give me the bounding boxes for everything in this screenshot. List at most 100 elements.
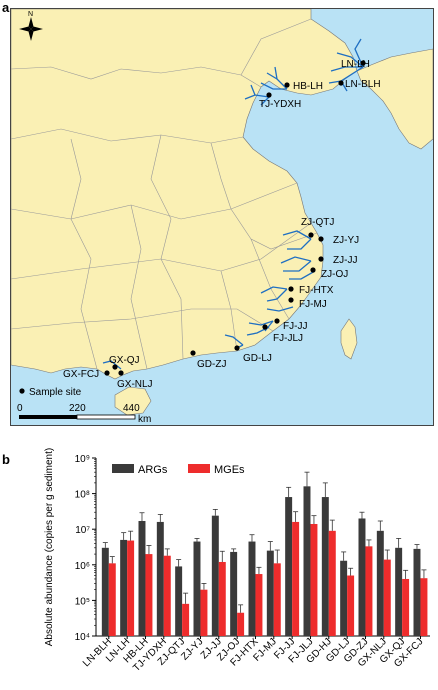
bar-args-tj-ydxh [156, 521, 164, 636]
site-dot-fj-jlj [262, 324, 268, 330]
bar-mges-ln-lh [127, 540, 135, 636]
legend-label: Sample site [29, 387, 82, 398]
site-label-ln-lh: LN-LH [341, 59, 370, 70]
site-label-zj-yj: ZJ-YJ [333, 235, 359, 246]
site-dot-hb-lh [284, 82, 290, 88]
y-tick-label: 10⁹ [75, 454, 90, 465]
legend-dot [19, 388, 25, 394]
bar-args-gd-hj [321, 497, 329, 636]
y-tick-label: 10⁷ [75, 525, 90, 536]
bar-mges-ln-blh [108, 563, 116, 636]
map-svg: LN-LH LN-BLH HB-LH TJ-YDXH ZJ-QTJ ZJ-YJ ZJ-JJ Z… [11, 9, 433, 425]
bar-args-gd-zj [358, 518, 366, 636]
site-label-tj-ydxh: TJ-YDXH [259, 99, 301, 110]
site-label-gx-fcj: GX-FCJ [63, 369, 99, 380]
y-tick-label: 10⁸ [75, 490, 90, 501]
bar-args-gx-qj [395, 547, 403, 636]
bar-mges-gx-fcj [420, 578, 428, 636]
site-label-ln-blh: LN-BLH [345, 79, 381, 90]
bar-mges-hb-lh [145, 554, 153, 636]
bar-args-fj-jj [285, 497, 293, 636]
bar-args-zj-oj [230, 551, 238, 636]
site-label-fj-htx: FJ-HTX [299, 285, 334, 296]
site-label-gd-zj: GD-ZJ [197, 359, 226, 370]
taiwan [340, 318, 358, 360]
site-dot-ln-blh [338, 80, 344, 86]
y-tick-label: 10⁵ [75, 596, 90, 607]
site-label-gx-nlj: GX-NLJ [117, 379, 153, 390]
bar-mges-gx-nlj [383, 559, 391, 636]
bar-args-zj-yj [193, 541, 201, 636]
scale-bar: 0 220 440 km [17, 403, 151, 425]
hainan [114, 386, 152, 416]
site-dot-fj-jj [274, 318, 280, 324]
site-dot-zj-oj [310, 267, 316, 273]
bar-mges-gd-lj [347, 575, 355, 636]
site-dot-gx-nlj [118, 370, 124, 376]
bar-mges-gx-qj [402, 578, 410, 636]
site-dot-zj-yj [318, 236, 324, 242]
bar-mges-zj-yj [200, 589, 208, 636]
site-dot-gd-zj [190, 350, 196, 356]
bar-mges-zj-jj [218, 561, 226, 636]
site-label-gd-lj: GD-LJ [243, 353, 272, 364]
legend-label-args: ARGs [138, 464, 168, 476]
site-label-fj-jlj: FJ-JLJ [273, 333, 303, 344]
bar-args-ln-lh [120, 539, 128, 636]
y-tick-label: 10⁴ [75, 632, 90, 643]
legend-swatch-args [112, 464, 134, 473]
site-dot-gx-fcj [104, 370, 110, 376]
scale-label-220: 220 [69, 403, 86, 414]
bar-args-zj-qtj [175, 566, 183, 636]
compass-rose: N [19, 11, 43, 41]
bar-args-ln-blh [101, 547, 109, 636]
bar-mges-gd-hj [328, 530, 336, 636]
site-label-zj-qtj: ZJ-QTJ [301, 217, 334, 228]
bar-args-zj-jj [211, 515, 219, 636]
scale-label-440: 440 [123, 403, 140, 414]
legend-label-mges: MGEs [214, 464, 245, 476]
site-dot-fj-mj [288, 297, 294, 303]
bar-args-hb-lh [138, 520, 146, 636]
panel-label-a: a [2, 0, 10, 15]
panel-label-b: b [2, 452, 10, 467]
scale-label-0: 0 [17, 403, 23, 414]
north-label: N [28, 11, 33, 18]
map-legend: Sample site [19, 387, 82, 398]
abundance-chart: Absolute abundance (copies per g sedimen… [0, 448, 438, 685]
chart-svg: Absolute abundance (copies per g sedimen… [44, 448, 430, 674]
site-dot-gx-qj [112, 364, 118, 370]
bar-mges-zj-oj [237, 612, 245, 636]
bar-mges-fj-jlj [310, 523, 318, 636]
site-label-fj-mj: FJ-MJ [299, 299, 327, 310]
bar-mges-fj-mj [273, 563, 281, 636]
sample-site-map: LN-LH LN-BLH HB-LH TJ-YDXH ZJ-QTJ ZJ-YJ ZJ-JJ Z… [10, 8, 434, 426]
sample-sites: LN-LH LN-BLH HB-LH TJ-YDXH ZJ-QTJ ZJ-YJ ZJ-JJ Z… [63, 59, 381, 390]
site-dot-gd-lj [234, 345, 240, 351]
site-dot-tj-ydxh [266, 92, 272, 98]
bar-mges-zj-qtj [182, 603, 190, 636]
bar-args-gx-nlj [376, 530, 384, 636]
site-dot-ln-lh [360, 60, 366, 66]
bar-args-gx-fcj [413, 548, 421, 636]
site-label-gx-qj: GX-QJ [109, 355, 140, 366]
korean-peninsula [356, 48, 433, 150]
site-dot-zj-jj [318, 256, 324, 262]
site-label-zj-jj: ZJ-JJ [333, 255, 357, 266]
rivers [102, 38, 364, 370]
y-axis-label: Absolute abundance (copies per g sedimen… [44, 448, 55, 646]
site-label-zj-oj: ZJ-OJ [321, 269, 348, 280]
y-tick-label: 10⁶ [75, 561, 90, 572]
site-label-fj-jj: FJ-JJ [283, 321, 307, 332]
bar-args-fj-htx [248, 541, 256, 636]
bar-mges-fj-jj [292, 521, 300, 636]
scale-unit: km [138, 414, 151, 425]
site-dot-fj-htx [288, 286, 294, 292]
bar-args-gd-lj [340, 560, 348, 636]
site-label-hb-lh: HB-LH [293, 81, 323, 92]
legend-swatch-mges [188, 464, 210, 473]
bar-args-fj-jlj [303, 486, 311, 636]
province-borders [11, 18, 318, 370]
bar-mges-gd-zj [365, 546, 373, 636]
site-dot-zj-qtj [308, 232, 314, 238]
